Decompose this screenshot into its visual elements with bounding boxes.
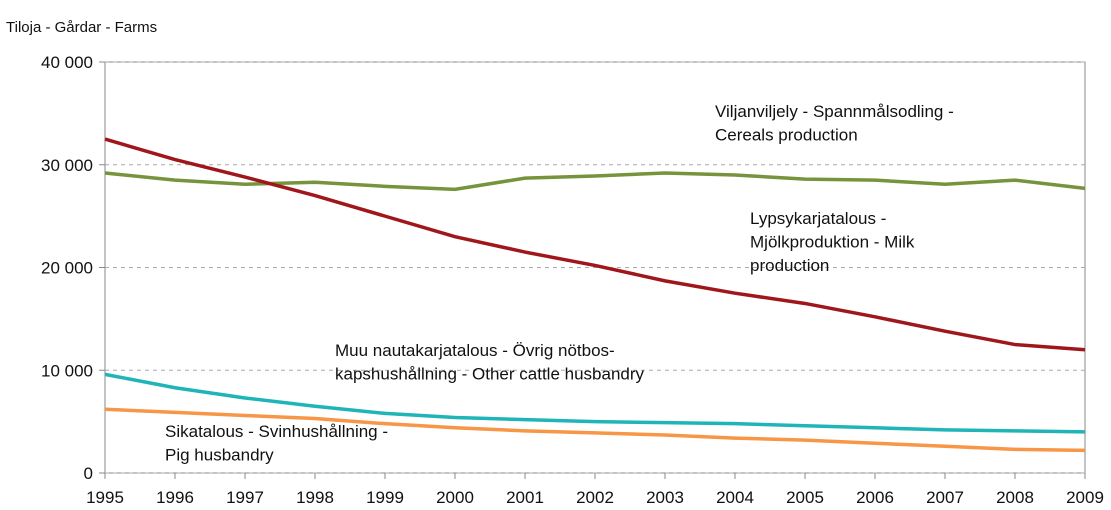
annotation: Mjölkproduktion - Milk: [750, 233, 915, 252]
x-tick-label: 2009: [1066, 488, 1104, 507]
x-tick-label: 2002: [576, 488, 614, 507]
series-line: [104, 171, 1086, 192]
annotation: kapshushållning - Other cattle husbandry: [335, 365, 645, 384]
y-tick-label: 10 000: [41, 361, 93, 380]
x-tick-label: 2008: [996, 488, 1034, 507]
y-tick-label: 20 000: [41, 259, 93, 278]
annotation: production: [750, 256, 829, 275]
series-line: [104, 137, 1086, 352]
y-tick-label: 30 000: [41, 156, 93, 175]
x-tick-label: 1995: [86, 488, 124, 507]
x-tick-label: 1997: [226, 488, 264, 507]
x-tick-label: 2003: [646, 488, 684, 507]
annotation: Lypsykarjatalous -: [750, 209, 886, 228]
series-line: [104, 372, 1086, 434]
y-tick-label: 0: [84, 464, 93, 483]
annotation: Viljanviljely - Spannmålsodling -: [715, 102, 954, 121]
x-tick-label: 2001: [506, 488, 544, 507]
x-tick-label: 2004: [716, 488, 754, 507]
x-tick-label: 2006: [856, 488, 894, 507]
series-line: [104, 407, 1086, 453]
x-tick-label: 2000: [436, 488, 474, 507]
annotation: Muu nautakarjatalous - Övrig nötbos-: [335, 341, 615, 360]
x-tick-label: 1998: [296, 488, 334, 507]
y-tick-label: 40 000: [41, 53, 93, 72]
x-tick-label: 2007: [926, 488, 964, 507]
annotation: Cereals production: [715, 126, 858, 145]
y-axis-label: Tiloja - Gårdar - Farms: [6, 19, 157, 36]
annotation: Sikatalous - Svinhushållning -: [165, 422, 388, 441]
x-tick-label: 2005: [786, 488, 824, 507]
x-tick-label: 1999: [366, 488, 404, 507]
x-tick-label: 1996: [156, 488, 194, 507]
annotation: Pig husbandry: [165, 446, 274, 465]
